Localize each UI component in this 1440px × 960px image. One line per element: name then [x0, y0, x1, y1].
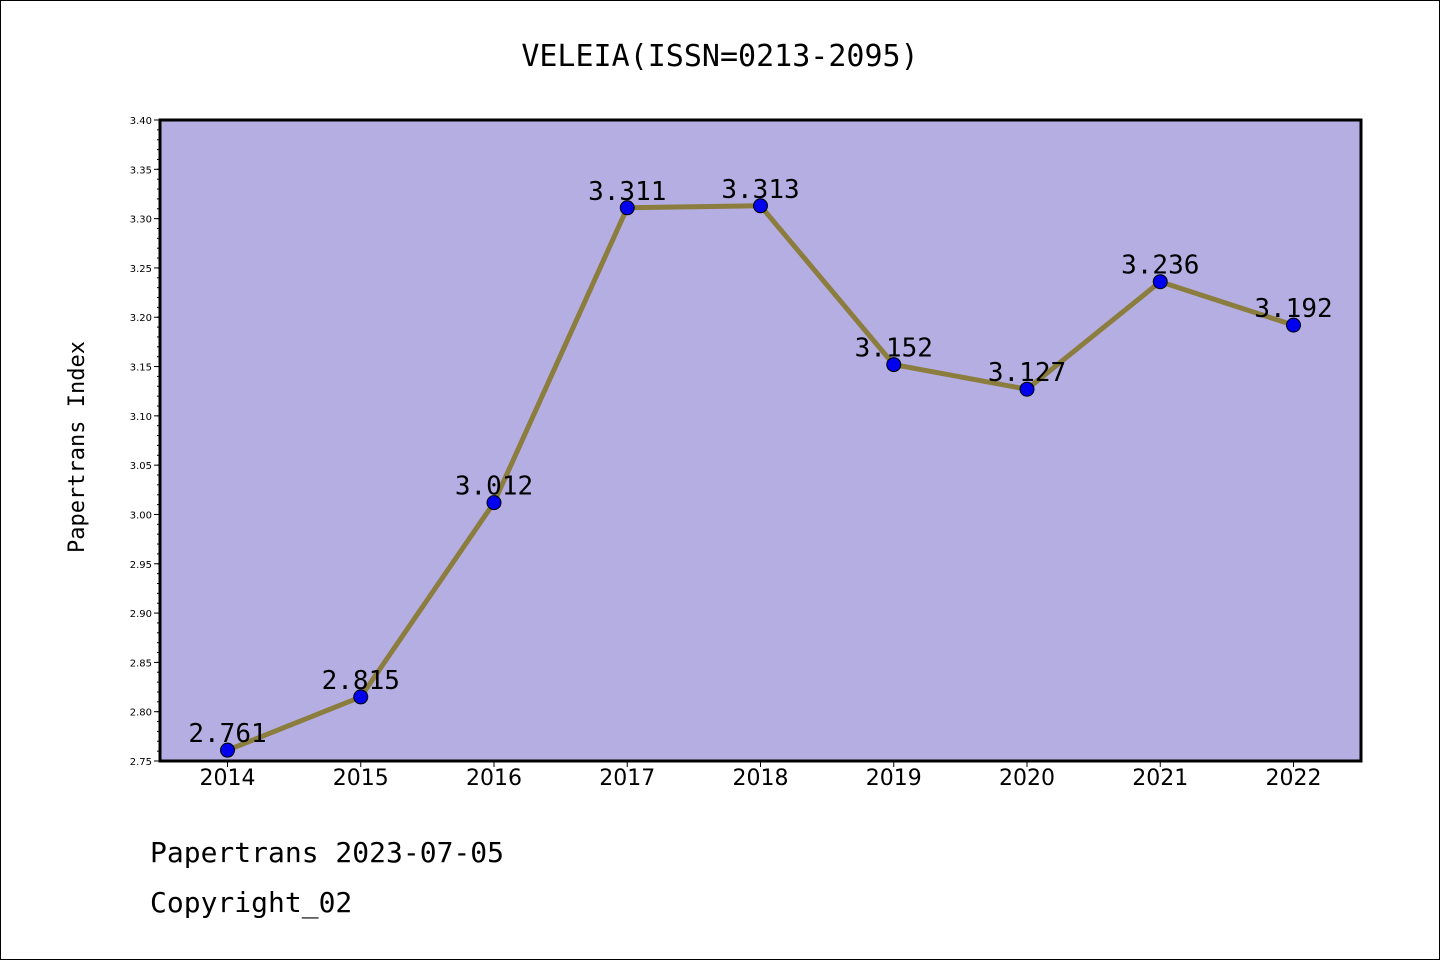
data-point — [1019, 381, 1035, 397]
data-label: 3.152 — [855, 334, 933, 364]
x-tick-label: 2016 — [466, 766, 522, 791]
data-labels-group: 2.761 2.815 3.012 3.311 3.313 3.152 3.127 3.236… — [188, 175, 1332, 749]
y-tick-label: 2.80 — [130, 708, 152, 719]
data-point — [886, 357, 902, 373]
footer-date: Papertrans 2023-07-05 — [150, 836, 505, 869]
data-point — [353, 689, 369, 705]
footer-copyright: Copyright_02 — [150, 886, 353, 919]
data-label: 3.236 — [1121, 251, 1199, 281]
data-point — [619, 200, 635, 216]
x-tick-label: 2021 — [1132, 766, 1188, 791]
data-point — [753, 198, 768, 214]
data-point — [486, 495, 502, 511]
x-tick-label: 2017 — [599, 766, 655, 791]
x-tick-label: 2022 — [1266, 766, 1322, 791]
axis-ticks: 2.75 2.80 2.85 2.90 2.95 3.00 3.05 3.10 3.15 3.20… — [130, 116, 1322, 791]
data-label: 2.761 — [188, 719, 266, 749]
y-tick-label: 3.25 — [130, 264, 152, 275]
y-tick-label: 3.10 — [130, 412, 152, 423]
markers-group — [220, 198, 1301, 758]
y-tick-label: 2.75 — [130, 757, 152, 768]
data-point — [1286, 317, 1301, 333]
chart-title: VELEIA(ISSN=0213-2095) — [521, 39, 918, 74]
y-axis-label: Papertrans Index — [65, 341, 90, 553]
data-label: 3.313 — [721, 175, 799, 205]
x-tick-label: 2015 — [333, 766, 389, 791]
x-tick-label: 2020 — [999, 766, 1055, 791]
data-label: 2.815 — [322, 666, 400, 696]
x-tick-label: 2019 — [866, 766, 922, 791]
data-point — [1152, 274, 1168, 290]
y-tick-label: 3.05 — [130, 461, 152, 472]
data-label: 3.192 — [1254, 294, 1332, 324]
x-tick-label: 2018 — [733, 766, 789, 791]
data-point — [220, 742, 235, 758]
y-tick-label: 2.90 — [130, 609, 152, 620]
plot-border — [158, 118, 1363, 763]
y-tick-label: 3.35 — [130, 165, 152, 176]
y-tick-label: 3.30 — [130, 215, 152, 226]
x-tick-label: 2014 — [200, 766, 256, 791]
data-label: 3.311 — [588, 177, 666, 207]
y-tick-label: 3.00 — [130, 510, 152, 521]
plot-area — [160, 120, 1361, 761]
data-label: 3.012 — [455, 472, 533, 502]
y-tick-label: 3.40 — [130, 116, 152, 127]
y-tick-label: 3.20 — [130, 313, 152, 324]
y-tick-label: 3.15 — [130, 363, 152, 374]
data-label: 3.127 — [988, 358, 1066, 388]
y-tick-label: 2.85 — [130, 658, 152, 669]
y-tick-label: 2.95 — [130, 560, 152, 571]
